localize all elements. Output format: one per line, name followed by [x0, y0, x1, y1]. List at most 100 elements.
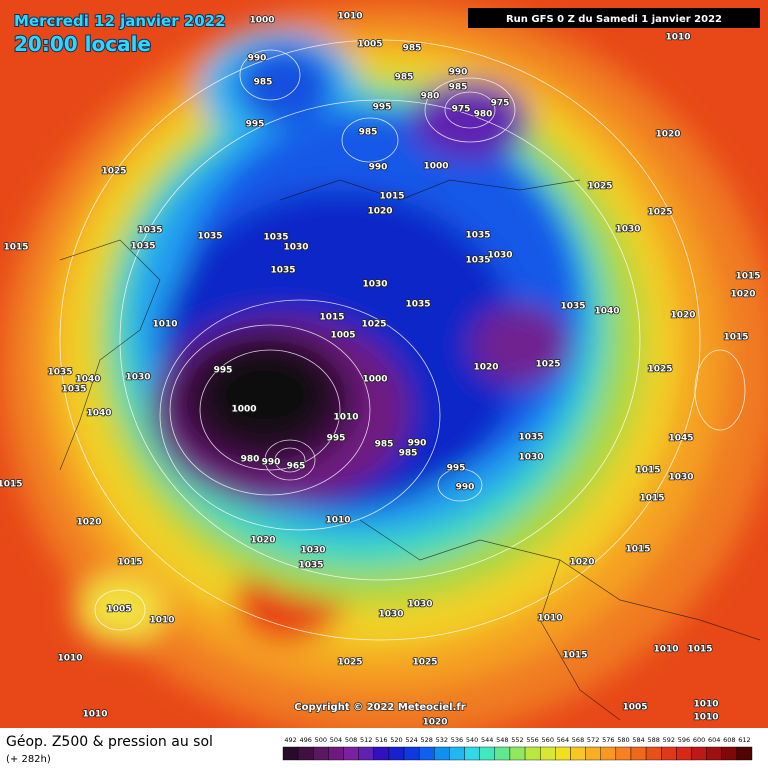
colorbar-swatch	[373, 746, 390, 761]
isobar-label: 1020	[730, 290, 755, 300]
colorbar-label: 572	[587, 736, 599, 744]
colorbar-swatch	[388, 746, 405, 761]
isobar-label: 1030	[487, 251, 512, 261]
isobar-label: 1010	[82, 710, 107, 720]
colorbar-label: 496	[299, 736, 311, 744]
isobar-label: 1010	[693, 700, 718, 710]
colorbar-label: 604	[708, 736, 720, 744]
colorbar-label: 588	[647, 736, 659, 744]
isobar-label: 1015	[735, 272, 760, 282]
colorbar-swatch	[721, 746, 738, 761]
colorbar-label: 556	[526, 736, 538, 744]
isobar-label: 1035	[270, 266, 295, 276]
isobar-label: 1025	[535, 360, 560, 370]
colorbar-swatch	[585, 746, 601, 761]
isobar-label: 1035	[61, 385, 86, 395]
isobar-label: 1040	[86, 409, 111, 419]
colorbar-swatch	[282, 746, 299, 761]
colorbar-swatch	[434, 746, 450, 761]
isobar-label: 1005	[622, 703, 647, 713]
isobar-label: 1040	[594, 307, 619, 317]
colorbar-label: 544	[481, 736, 493, 744]
isobar-label: 1025	[647, 365, 672, 375]
isobar-label: 1020	[76, 518, 101, 528]
isobar-label: 985	[403, 44, 422, 54]
colorbar-label: 500	[315, 736, 327, 744]
isobar-label: 1020	[367, 207, 392, 217]
isobar-label: 1010	[57, 654, 82, 664]
footer-lead: (+ 282h)	[6, 754, 51, 765]
isobar-label: 1020	[422, 718, 447, 728]
colorbar-swatch	[509, 746, 526, 761]
isobar-label: 990	[408, 439, 427, 449]
colorbar-swatch	[494, 746, 511, 761]
footer-title: Géop. Z500 & pression au sol	[6, 734, 213, 750]
colorbar-swatch	[539, 746, 556, 761]
colorbar-swatch	[358, 746, 374, 761]
isobar-label: 1025	[412, 658, 437, 668]
isobar-label: 980	[474, 110, 493, 120]
isobar-label: 1000	[231, 405, 256, 415]
isobar-label: 1045	[668, 434, 693, 444]
isobar-label: 1035	[518, 433, 543, 443]
colorbar-swatch	[630, 746, 647, 761]
isobar-label: 1010	[152, 320, 177, 330]
isobar-label: 1020	[655, 130, 680, 140]
colorbar-label: 568	[572, 736, 584, 744]
isobar-label: 1005	[106, 605, 131, 615]
isobar-label: 990	[369, 163, 388, 173]
isobar-label: 995	[327, 434, 346, 444]
colorbar-swatch	[524, 746, 541, 761]
isobar-label: 1030	[518, 453, 543, 463]
colorbar-label: 532	[436, 736, 448, 744]
isobar-label: 1010	[537, 614, 562, 624]
isobar-label: 995	[447, 464, 466, 474]
isobar-label: 1035	[47, 368, 72, 378]
colorbar-swatch	[403, 746, 420, 761]
colorbar-label: 524	[405, 736, 417, 744]
isobar-label: 1025	[587, 182, 612, 192]
run-box	[468, 8, 760, 28]
isobar-label: 985	[359, 128, 378, 138]
isobar-label: 995	[246, 120, 265, 130]
isobar-label: 1040	[75, 375, 100, 385]
isobar-label: 985	[395, 73, 414, 83]
isobar-label: 1000	[249, 16, 274, 26]
colorbar-label: 516	[375, 736, 387, 744]
isobar-label: 1015	[117, 558, 142, 568]
isobar-label: 965	[287, 462, 306, 472]
isobar-label: 1015	[625, 545, 650, 555]
colorbar-label: 600	[693, 736, 705, 744]
colorbar-swatch	[706, 746, 722, 761]
colorbar-swatch	[600, 746, 617, 761]
colorbar-swatch	[328, 746, 344, 761]
isobar-label: 1015	[3, 243, 28, 253]
isobar-label: 1035	[405, 300, 430, 310]
isobar-label: 1000	[423, 162, 448, 172]
colorbar-swatch	[661, 746, 677, 761]
colorbar-swatch	[645, 746, 662, 761]
isobar-label: 990	[262, 458, 281, 468]
isobar-label: 1035	[560, 302, 585, 312]
isobar-label: 1020	[473, 363, 498, 373]
isobar-label: 1010	[693, 713, 718, 723]
colorbar-label: 608	[723, 736, 735, 744]
isobar-label: 1025	[337, 658, 362, 668]
isobar-label: 1035	[298, 561, 323, 571]
colorbar-swatch	[570, 746, 586, 761]
colorbar-swatch	[343, 746, 359, 761]
colorbar-label: 560	[542, 736, 554, 744]
colorbar-swatch	[297, 746, 314, 761]
colorbar-label: 580	[617, 736, 629, 744]
isobar-label: 1010	[325, 516, 350, 526]
colorbar-swatch	[418, 746, 435, 761]
isobar-label: 995	[214, 366, 233, 376]
isobar-label: 1035	[197, 232, 222, 242]
isobar-label: 1020	[569, 558, 594, 568]
colorbar-label: 552	[511, 736, 523, 744]
isobar-label: 985	[254, 78, 273, 88]
isobar-label: 985	[375, 440, 394, 450]
colorbar-label: 576	[602, 736, 614, 744]
